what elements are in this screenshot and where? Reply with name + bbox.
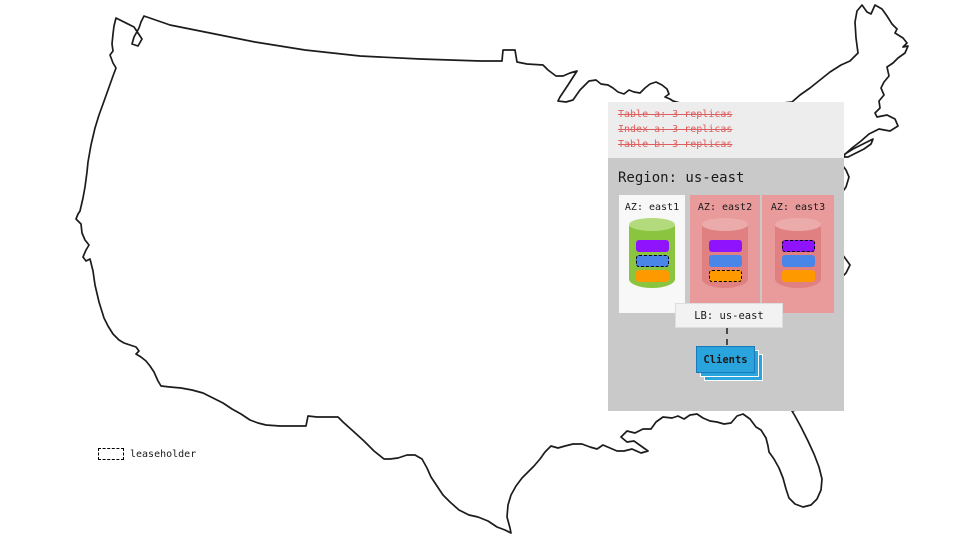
db-node-cylinder-east1 (629, 218, 675, 288)
leaseholder-legend-label: leaseholder (130, 448, 197, 460)
load-balancer-box: LB: us-east (675, 303, 783, 328)
strike-line-index-a: Index a: 3 replicas (618, 124, 733, 135)
az-label-east3: AZ: east3 (770, 202, 826, 213)
replica-bar-blue-leaseholder (635, 255, 669, 267)
az-box-east2: AZ: east2 (690, 195, 760, 313)
cylinder-top (775, 218, 821, 231)
az-label-east2: AZ: east2 (697, 202, 753, 213)
cylinder-top (629, 218, 675, 231)
replica-bar-purple (635, 240, 669, 252)
db-node-cylinder-east2 (702, 218, 748, 288)
replica-bar-blue (708, 255, 742, 267)
strike-line-table-a: Table a: 3 replicas (618, 109, 733, 120)
cylinder-top (702, 218, 748, 231)
replica-bar-orange-leaseholder (708, 270, 742, 282)
replica-bar-purple-leaseholder (781, 240, 815, 252)
az-box-east1: AZ: east1 (619, 195, 685, 313)
leaseholder-legend: leaseholder (98, 448, 196, 460)
long-island-outline (843, 138, 874, 158)
az-box-east3: AZ: east3 (762, 195, 834, 313)
clients-box: Clients (696, 346, 755, 373)
replica-bar-orange (781, 270, 815, 282)
replica-bar-purple (708, 240, 742, 252)
strike-line-table-b: Table b: 3 replicas (618, 139, 733, 150)
replica-bar-orange (635, 270, 669, 282)
deprecated-config-panel: Table a: 3 replicas Index a: 3 replicas … (608, 102, 844, 158)
leaseholder-swatch-icon (98, 448, 124, 460)
replica-bar-blue (781, 255, 815, 267)
db-node-cylinder-east3 (775, 218, 821, 288)
az-label-east1: AZ: east1 (624, 202, 680, 213)
region-title: Region: us-east (618, 170, 745, 186)
lb-clients-connector-line (726, 328, 728, 345)
